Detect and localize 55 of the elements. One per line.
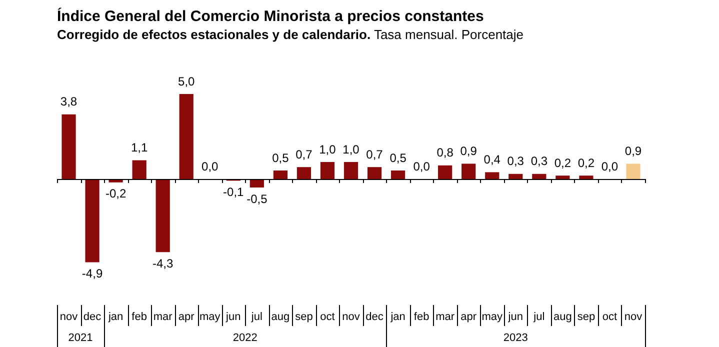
x-tick-label: sep	[295, 311, 313, 324]
data-label: -4,3	[152, 256, 174, 270]
data-label: 0,9	[460, 144, 478, 158]
x-tick-label: jun	[225, 311, 241, 324]
data-label: 5,0	[178, 74, 196, 88]
data-label: -0,5	[246, 192, 268, 206]
x-tick-label: mar	[436, 311, 455, 324]
text: 2023	[503, 332, 528, 344]
data-label: 1,0	[342, 142, 360, 156]
x-tick-label: apr	[178, 311, 195, 324]
data-label: -4,9	[82, 266, 103, 281]
x-tick-label: oct	[320, 311, 335, 324]
x-tick-label: jul	[250, 311, 262, 324]
x-tick-label: aug	[271, 311, 290, 324]
data-label: 0,0	[202, 159, 219, 174]
x-tick-label: feb	[132, 311, 147, 324]
data-label: 0,2	[554, 156, 572, 170]
chart-title: Índice General del Comercio Minorista a precios constantes	[57, 8, 484, 25]
data-label: 0,2	[578, 156, 595, 170]
data-label: 0,5	[272, 150, 290, 165]
x-tick-label: aug	[554, 311, 572, 324]
chart-subtitle: Corregido de efectos estacionales y de calendario. Tasa mensual. Porcentaje	[57, 27, 524, 42]
x-tick-label: dec	[83, 311, 102, 324]
x-tick-label: sep	[577, 311, 596, 324]
x-tick-label: oct	[602, 311, 618, 324]
x-tick-label: feb	[414, 311, 430, 324]
x-tick-label: jan	[390, 311, 406, 324]
data-label: 0,7	[366, 147, 384, 162]
x-tick-label: may	[199, 311, 221, 324]
data-label: 3,8	[60, 94, 78, 109]
data-label: 0,7	[296, 147, 313, 162]
x-tick-label: dec	[366, 311, 384, 324]
data-label: 0,8	[436, 146, 454, 160]
x-tick-label: mar	[153, 311, 173, 324]
data-label: 1,1	[130, 140, 148, 155]
x-tick-label: apr	[460, 311, 477, 324]
data-label: 0,3	[530, 154, 548, 168]
data-label: -0,2	[105, 186, 126, 201]
x-tick-label: jun	[507, 311, 523, 324]
x-tick-label: nov	[624, 311, 643, 324]
text: 2021	[68, 332, 93, 344]
data-label: 0,9	[624, 144, 642, 158]
data-label: -0,1	[223, 185, 244, 200]
x-tick-label: may	[482, 311, 504, 324]
x-tick-label: nov	[60, 311, 78, 324]
data-label: 1,0	[319, 142, 336, 156]
data-label: 0,5	[390, 150, 407, 165]
x-tick-label: jan	[107, 311, 124, 324]
data-label: 0,0	[601, 159, 618, 174]
data-label: 0,4	[484, 152, 501, 167]
data-label: 0,0	[413, 159, 430, 174]
x-tick-label: nov	[342, 311, 360, 324]
text: 2022	[232, 332, 258, 344]
data-label: 0,3	[507, 154, 524, 168]
x-tick-label: jul	[532, 311, 545, 324]
